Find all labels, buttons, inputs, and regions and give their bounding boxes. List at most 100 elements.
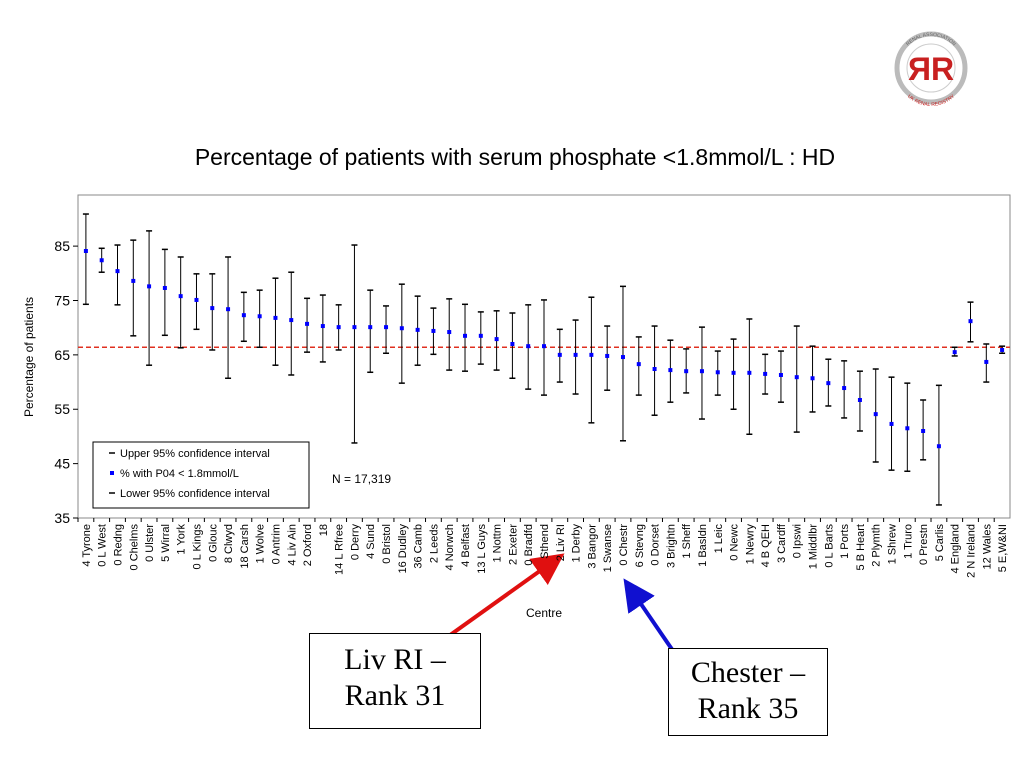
point [1000, 347, 1005, 352]
x-tick-label: 0 Dorset [650, 524, 662, 566]
x-tick-label: 5 E,W&NI [997, 524, 1009, 572]
point [747, 370, 752, 375]
point [399, 326, 404, 331]
point [210, 306, 215, 311]
x-tick-label: 1 Sheff [681, 523, 693, 559]
x-tick-label: 4 Sund [365, 524, 377, 559]
point [652, 367, 657, 372]
x-tick-label: 18 [318, 524, 330, 536]
point [715, 370, 720, 375]
point [984, 359, 989, 364]
x-tick-label: 2 Leeds [428, 524, 440, 564]
annotation: N = 17,319 [332, 472, 391, 486]
point [226, 307, 231, 312]
point [794, 375, 799, 380]
y-tick-label: 65 [54, 347, 70, 363]
x-tick-label: 0 L Kings [191, 524, 203, 570]
x-tick-label: 0 Redng [112, 524, 124, 566]
x-tick-label: 36 Camb [413, 524, 425, 569]
legend-swatch [110, 471, 114, 475]
x-tick-label: 0 Ulster [144, 524, 156, 562]
point [873, 412, 878, 417]
point [526, 344, 531, 349]
point [542, 344, 546, 349]
point [115, 269, 120, 274]
point [447, 330, 452, 335]
point [83, 249, 88, 254]
x-tick-label: 4 B QEH [760, 524, 772, 567]
point [320, 324, 325, 329]
logo: ЯR RENAL ASSOCIATION UK RENAL REGISTRY [894, 31, 968, 108]
x-tick-label: 5 B Heart [855, 524, 867, 570]
x-tick-label: 0 Ipswi [792, 524, 804, 558]
y-tick-label: 55 [54, 401, 70, 417]
point [605, 353, 610, 358]
point [668, 368, 673, 373]
logo-text: ЯR [908, 51, 954, 87]
x-tick-label: 18 Carsh [239, 524, 251, 569]
x-tick-label: 1 Truro [902, 524, 914, 559]
point [336, 325, 341, 330]
x-tick-label: 4 Norwch [444, 524, 456, 570]
point [589, 352, 594, 357]
legend: Upper 95% confidence interval % with P04 … [92, 441, 310, 509]
point [147, 284, 152, 289]
x-tick-label: 1 Wolve [255, 524, 267, 564]
point [194, 297, 199, 302]
point [463, 333, 468, 338]
x-tick-label: Sthend [539, 524, 551, 559]
x-tick-label: 1 Newry [744, 524, 756, 565]
x-tick-label: 0 Glouc [207, 524, 219, 562]
point [778, 372, 783, 377]
x-tick-label: 2 Liv RI [555, 524, 567, 561]
point [731, 370, 736, 375]
x-tick-label: 8 Clwyd [223, 524, 235, 563]
point [857, 398, 862, 403]
point [921, 428, 926, 433]
point [131, 278, 136, 283]
x-tick-label: 16 Dudley [397, 524, 409, 574]
x-tick-label: 6 Stevng [634, 524, 646, 567]
point [763, 371, 768, 376]
x-tick-label: 0 Prestn [918, 524, 930, 565]
x-tick-label: 3 Brightn [665, 524, 677, 568]
x-tick-label: 14 L Rfree [334, 524, 346, 575]
point [257, 314, 262, 319]
point [431, 328, 436, 333]
legend-label: Lower 95% confidence interval [120, 488, 270, 500]
x-tick-label: 1 Shrew [887, 524, 899, 564]
point [842, 386, 847, 391]
x-tick-label: 0 Chestr [618, 524, 630, 566]
x-tick-label: 2 Exeter [507, 524, 519, 565]
point [620, 355, 625, 360]
x-tick-label: 3 Bangor [586, 524, 598, 569]
x-tick-label: 0 Bradfd [523, 524, 535, 566]
x-tick-label: 0 Antrim [270, 524, 282, 564]
y-tick-label: 45 [54, 456, 70, 472]
logo-inner [906, 43, 956, 93]
point [305, 321, 310, 326]
chart-title: Percentage of patients with serum phosph… [194, 144, 836, 170]
x-tick-label: 1 Middlbr [808, 524, 820, 570]
x-tick-label: 1 Nottm [492, 524, 504, 563]
point [289, 318, 294, 323]
x-tick-label: 4 Belfast [460, 524, 472, 567]
x-tick-label: 4 Liv Ain [286, 524, 298, 566]
point [162, 285, 167, 290]
x-tick-label: 1 Basldn [697, 524, 709, 567]
x-tick-label: 2 N Ireland [966, 524, 978, 578]
x-tick-label: 0 L Barts [823, 524, 835, 568]
legend-box [92, 441, 310, 509]
point [99, 258, 104, 263]
point [352, 325, 357, 330]
x-tick-label: 4 Tyrone [81, 524, 93, 567]
legend-label: Upper 95% confidence interval [120, 448, 270, 460]
y-tick-label: 75 [54, 292, 70, 308]
x-tick-label: 0 Derry [349, 524, 361, 561]
x-tick-label: 2 Oxford [302, 524, 314, 566]
x-tick-label: 1 York [176, 524, 188, 555]
point [384, 325, 389, 330]
plot-frame [77, 194, 1011, 519]
x-tick-label: 0 Bristol [381, 524, 393, 564]
